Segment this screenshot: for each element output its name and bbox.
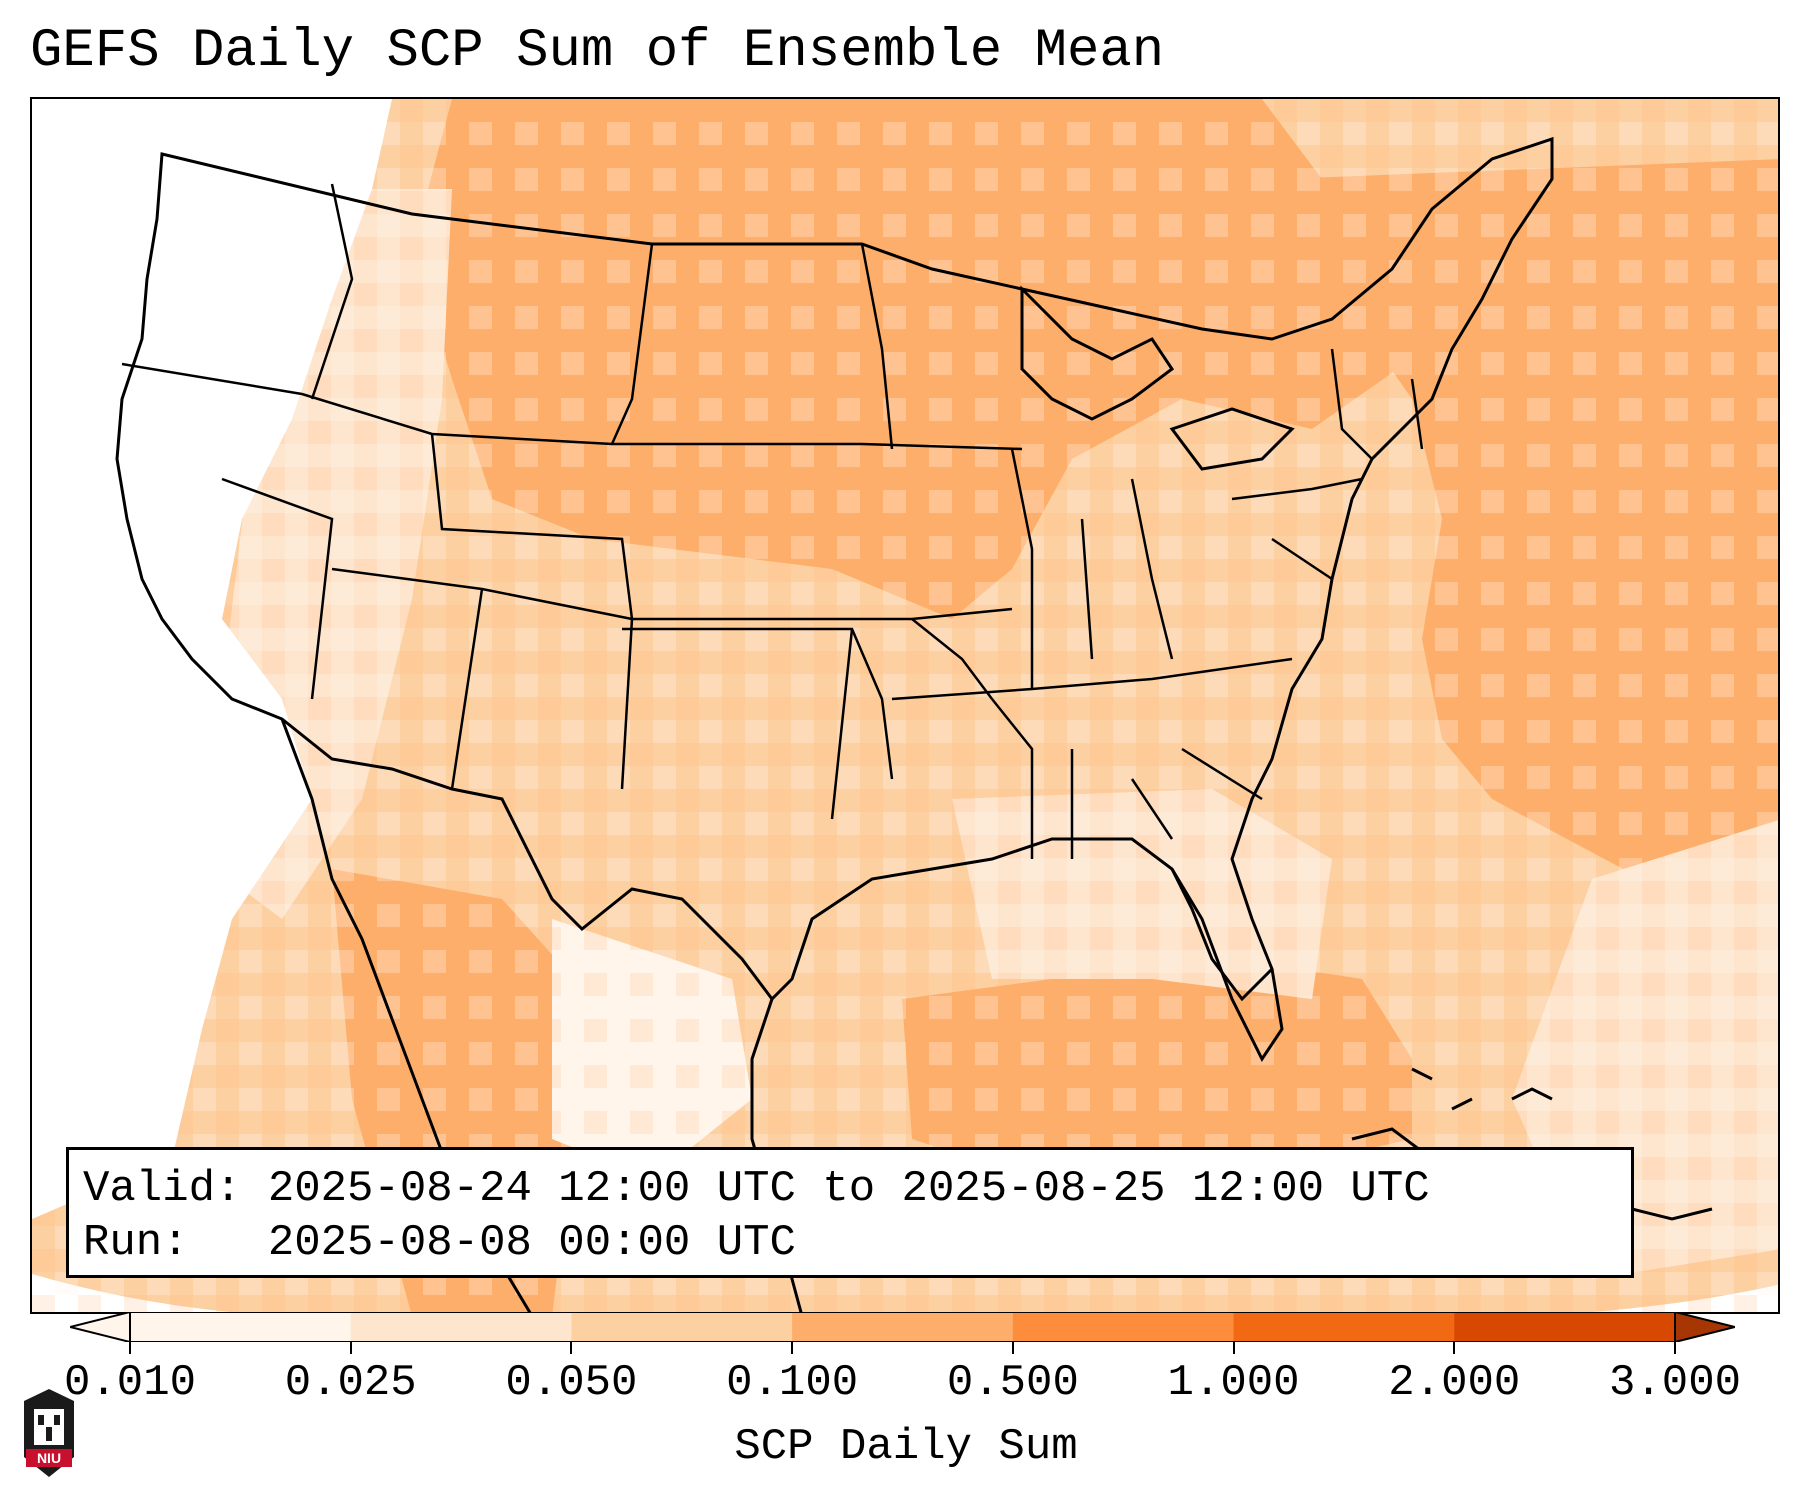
florida-outline <box>1170 868 1284 1062</box>
run-info-box: Valid: 2025-08-24 12:00 UTC to 2025-08-2… <box>66 1147 1634 1278</box>
svg-text:NIU: NIU <box>37 1450 61 1466</box>
colorbar <box>70 1312 1735 1342</box>
colorbar-segment <box>1454 1312 1676 1342</box>
colorbar-segment <box>1012 1312 1235 1342</box>
colorbar-tick-label: 0.010 <box>63 1358 197 1408</box>
run-label: Run: <box>83 1218 189 1268</box>
colorbar-tick-mark <box>570 1342 573 1354</box>
colorbar-label: SCP Daily Sum <box>734 1422 1078 1472</box>
colorbar-segment <box>571 1312 793 1342</box>
map-panel <box>30 97 1780 1314</box>
colorbar-tick-label: 2.000 <box>1388 1358 1521 1408</box>
valid-label: Valid: <box>83 1164 242 1214</box>
colorbar-tick-mark <box>349 1342 352 1354</box>
scp-field-map <box>32 99 1778 1312</box>
colorbar-segment <box>1233 1312 1455 1342</box>
run-value: 2025-08-08 00:00 UTC <box>267 1218 796 1268</box>
colorbar-segment <box>792 1312 1014 1342</box>
colorbar-tick-mark <box>791 1342 794 1354</box>
colorbar-segment <box>130 1312 352 1342</box>
colorbar-tick-label: 0.050 <box>505 1358 638 1408</box>
colorbar-extend-high <box>1674 1312 1735 1342</box>
lake-erie-outline <box>1169 407 1295 471</box>
colorbar-tick-mark <box>1011 1342 1014 1354</box>
colorbar-tick-mark <box>1674 1342 1676 1354</box>
great-lakes-outline <box>1020 285 1175 421</box>
colorbar-tick-label: 0.100 <box>726 1358 859 1408</box>
valid-value: 2025-08-24 12:00 UTC to 2025-08-25 12:00… <box>267 1164 1430 1214</box>
colorbar-extend-low <box>70 1312 131 1342</box>
colorbar-tick-label: 0.025 <box>284 1358 417 1408</box>
colorbar-tick-mark <box>129 1342 131 1354</box>
field-region-pacific <box>32 99 392 1219</box>
colorbar-tick-label: 3.000 <box>1608 1358 1742 1408</box>
niu-logo-icon: NIU <box>24 1389 74 1477</box>
colorbar-tick-label: 0.500 <box>946 1358 1079 1408</box>
colorbar-tick-mark <box>1453 1342 1456 1354</box>
colorbar-segment <box>350 1312 572 1342</box>
conus-outline <box>115 136 1554 1002</box>
state-boundaries <box>121 183 1424 859</box>
colorbar-frame <box>129 1312 1676 1342</box>
map-title: GEFS Daily SCP Sum of Ensemble Mean <box>30 21 1165 82</box>
colorbar-segments <box>130 1312 1676 1342</box>
colorbar-tick-mark <box>1232 1342 1235 1354</box>
colorbar-tick-label: 1.000 <box>1167 1358 1300 1408</box>
